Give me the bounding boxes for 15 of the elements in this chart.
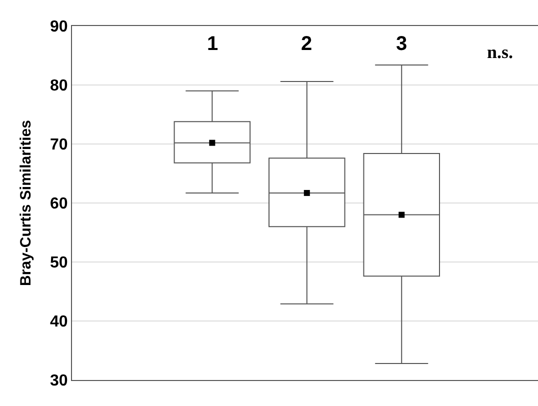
- y-tick-label: 40: [50, 314, 68, 331]
- x-tick-label: 3: [396, 33, 408, 55]
- point: [398, 212, 405, 218]
- y-tick-label: 60: [50, 196, 68, 213]
- y-tick-label: 70: [50, 136, 68, 154]
- y-tick-label: 30: [50, 372, 68, 390]
- y-axis-title: Bray-Curtis Similarities: [17, 120, 34, 286]
- x-tick-label: 2: [301, 33, 312, 55]
- x-tick-label: 1: [207, 33, 218, 55]
- y-tick-label: 90: [50, 18, 68, 36]
- point: [304, 190, 310, 196]
- point: [209, 140, 216, 146]
- y-tick-label: 50: [50, 254, 68, 272]
- text: n.s.: [487, 42, 514, 62]
- y-tick-label: 80: [50, 78, 68, 95]
